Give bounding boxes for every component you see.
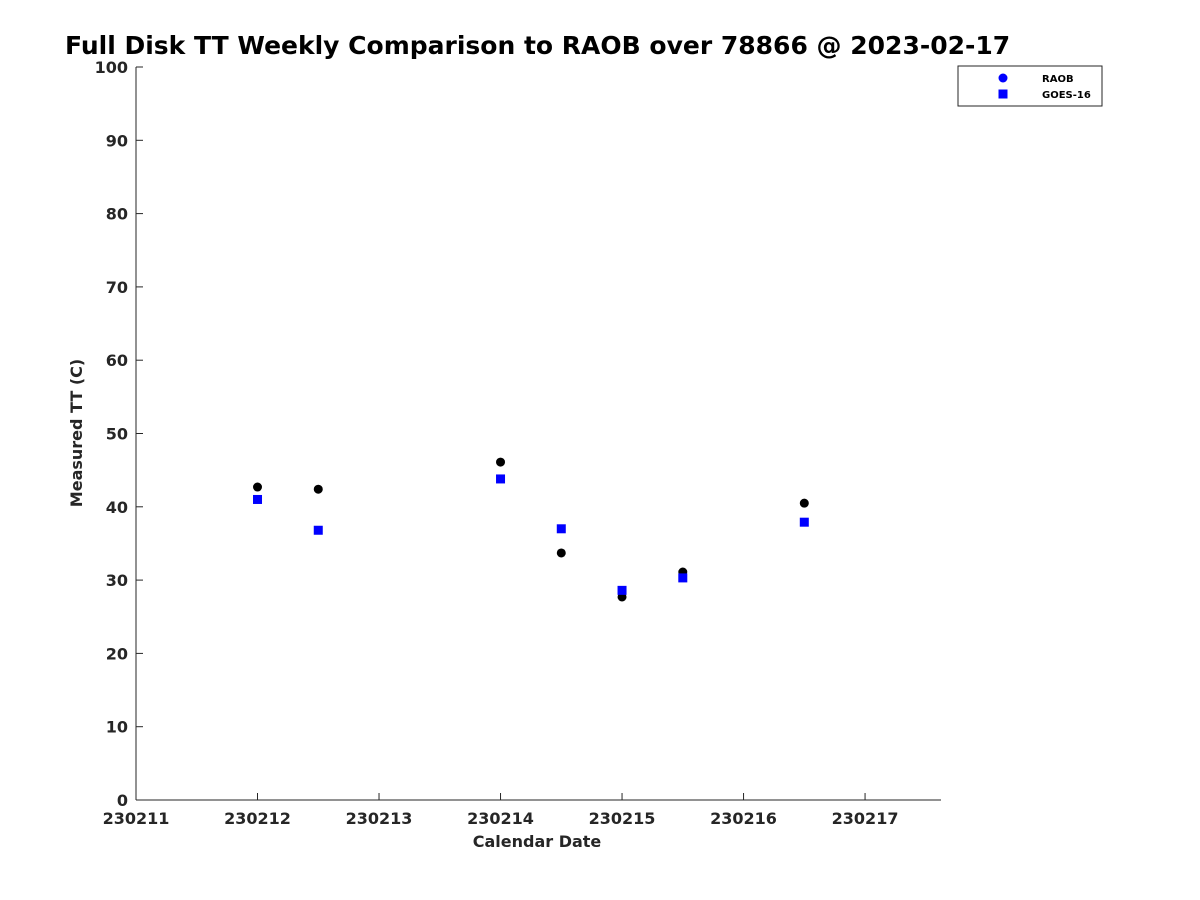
data-point-goes-16 xyxy=(556,524,566,534)
legend-label: GOES-16 xyxy=(1042,90,1091,101)
x-tick-label: 230214 xyxy=(467,809,534,828)
y-tick-label: 20 xyxy=(106,644,128,663)
y-tick-label: 60 xyxy=(106,351,128,370)
series-raob xyxy=(253,457,809,602)
x-tick-label: 230211 xyxy=(103,809,170,828)
data-point-raob xyxy=(556,548,566,558)
legend: RAOB GOES-16 xyxy=(957,65,1103,107)
x-tick-label: 230212 xyxy=(224,809,291,828)
data-point-raob xyxy=(253,482,263,492)
data-point-raob xyxy=(799,498,809,508)
series-goes-16 xyxy=(253,474,809,595)
legend-items: RAOB GOES-16 xyxy=(998,73,1091,101)
y-tick-label: 80 xyxy=(106,205,128,224)
axes xyxy=(135,67,941,801)
data-point-goes-16 xyxy=(496,474,506,484)
data-point-goes-16 xyxy=(313,525,323,535)
data-point-goes-16 xyxy=(678,573,688,583)
x-tick-label: 230217 xyxy=(832,809,899,828)
x-ticks: 230211 230212 230213 230214 230215 230216 2302… xyxy=(103,793,899,828)
plot-area xyxy=(253,457,809,602)
legend-box xyxy=(957,65,1103,107)
y-tick-label: 100 xyxy=(95,58,128,77)
x-axis-label: Calendar Date xyxy=(473,832,602,851)
data-point-goes-16 xyxy=(253,494,263,504)
x-tick-label: 230216 xyxy=(710,809,777,828)
y-tick-label: 50 xyxy=(106,425,128,444)
y-ticks: 0 10 20 30 40 50 60 70 80 90 100 xyxy=(95,58,143,810)
y-tick-label: 70 xyxy=(106,278,128,297)
y-tick-label: 40 xyxy=(106,498,128,517)
legend-marker-goes-16 xyxy=(998,89,1008,99)
y-tick-label: 0 xyxy=(117,791,128,810)
chart-title: Full Disk TT Weekly Comparison to RAOB o… xyxy=(65,31,1010,60)
x-tick-label: 230213 xyxy=(346,809,413,828)
data-point-goes-16 xyxy=(617,585,627,595)
y-axis-label: Measured TT (C) xyxy=(67,359,86,507)
y-tick-label: 90 xyxy=(106,131,128,150)
x-tick-label: 230215 xyxy=(589,809,656,828)
legend-marker-raob xyxy=(998,73,1008,83)
legend-label: RAOB xyxy=(1042,74,1074,85)
data-point-raob xyxy=(496,457,506,467)
data-point-goes-16 xyxy=(799,517,809,527)
y-tick-label: 10 xyxy=(106,718,128,737)
y-tick-label: 30 xyxy=(106,571,128,590)
data-point-raob xyxy=(313,484,323,494)
